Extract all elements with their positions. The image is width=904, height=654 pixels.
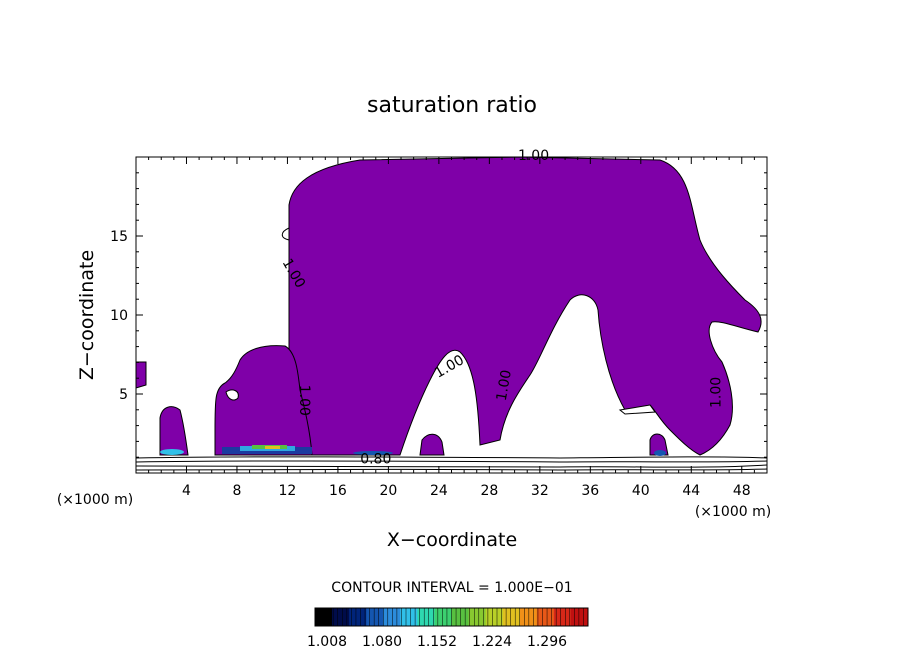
spot xyxy=(353,451,393,455)
plot-area: 1.001.001.001.001.00 1.000.80 4 8 12 16 20 24 2… xyxy=(110,148,768,499)
colorbar-segment xyxy=(451,608,470,626)
colorbar-segment xyxy=(366,608,384,626)
contour-label: 1.00 xyxy=(296,385,312,416)
colorbar-frame xyxy=(314,607,589,627)
colorbar-tick-label: 1.152 xyxy=(417,634,457,650)
colorbar-tick-label: 1.224 xyxy=(472,634,512,650)
pocket xyxy=(281,227,290,241)
y-tick-label: 10 xyxy=(110,308,128,324)
colorbar-segment xyxy=(434,608,452,626)
colorbar-segment xyxy=(468,608,487,626)
x-tick-label: 8 xyxy=(232,483,241,499)
x-tick-label: 20 xyxy=(379,483,397,499)
x-tick-label: 4 xyxy=(182,483,191,499)
low-cell-region xyxy=(419,433,445,456)
y-axis-label: Z−coordinate xyxy=(76,250,98,380)
colorbar-segment xyxy=(485,608,504,626)
colorbar-segment xyxy=(383,608,401,626)
supersaturated-region xyxy=(135,156,762,456)
contour-line xyxy=(135,460,768,463)
colorbar-segment xyxy=(502,608,521,626)
contour-line xyxy=(135,464,768,468)
low-cell-region-2 xyxy=(649,433,669,456)
spot xyxy=(160,449,184,455)
left-cell-region xyxy=(214,345,313,456)
contour-label: 1.00 xyxy=(494,369,515,402)
colorbar-tick-label: 1.008 xyxy=(307,634,347,650)
x-tick-label: 12 xyxy=(279,483,297,499)
colorbar-segment xyxy=(417,608,435,626)
colorbar-tick-label: 1.080 xyxy=(362,634,402,650)
colorbar-segment xyxy=(400,608,418,626)
x-axis-label: X−coordinate xyxy=(387,529,517,551)
pocket xyxy=(618,404,656,415)
y-tick-label: 5 xyxy=(119,387,128,403)
colorbar-segment xyxy=(349,608,367,626)
x-tick-label: 32 xyxy=(531,483,549,499)
contour-label: 0.80 xyxy=(360,452,391,468)
contour-interval-text: CONTOUR INTERVAL = 1.000E−01 xyxy=(331,580,572,596)
colorbar-segment xyxy=(315,608,333,626)
subsaturated-pockets xyxy=(225,227,656,415)
x-tick-label: 28 xyxy=(480,483,498,499)
colorbar-segment xyxy=(553,608,572,626)
colorbar-segment xyxy=(536,608,555,626)
axis-ticks xyxy=(136,157,767,473)
x-unit-label-right: (×1000 m) xyxy=(695,504,771,520)
x-tick-label: 44 xyxy=(682,483,700,499)
chart-title: saturation ratio xyxy=(367,93,537,118)
y-tick-label: 15 xyxy=(110,229,128,245)
colorbar-tick-label: 1.296 xyxy=(527,634,567,650)
x-tick-label: 40 xyxy=(632,483,650,499)
colorbar xyxy=(314,607,589,627)
colorbar-segment xyxy=(332,608,350,626)
main-anvil-region xyxy=(288,156,762,456)
contour-line xyxy=(135,468,768,471)
high-value-spots xyxy=(160,445,666,456)
small-cell-region xyxy=(159,406,189,456)
x-tick-label: 36 xyxy=(581,483,599,499)
contour-line xyxy=(135,456,768,459)
contour-label: 1.00 xyxy=(708,377,724,408)
spot xyxy=(654,450,666,456)
spot-band xyxy=(265,446,280,449)
colorbar-segment xyxy=(519,608,538,626)
contour-label: 1.00 xyxy=(518,148,549,164)
pocket xyxy=(225,389,239,401)
surface-contours xyxy=(135,456,768,471)
x-unit-label-left: (×1000 m) xyxy=(57,492,133,508)
x-tick-label: 48 xyxy=(733,483,751,499)
colorbar-segment xyxy=(570,608,589,626)
edge-cell-region xyxy=(135,361,147,389)
x-tick-label: 24 xyxy=(430,483,448,499)
x-tick-label: 16 xyxy=(329,483,347,499)
colorbar-tick-labels: 1.008 1.080 1.152 1.224 1.296 xyxy=(307,634,567,650)
